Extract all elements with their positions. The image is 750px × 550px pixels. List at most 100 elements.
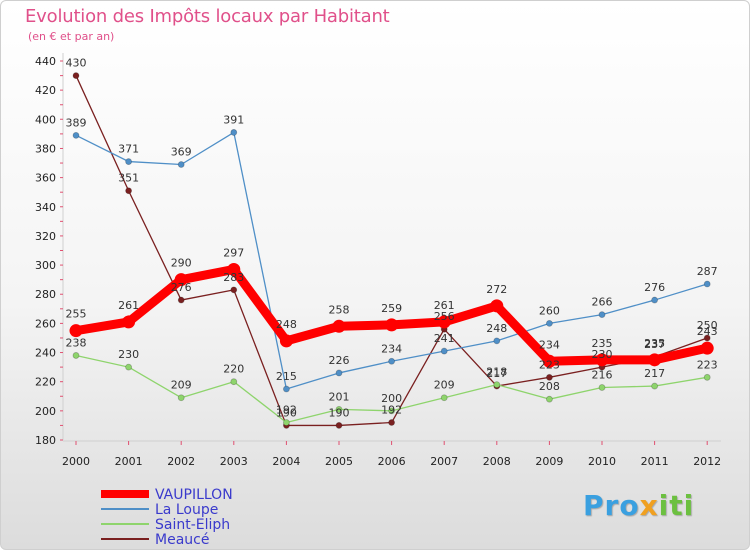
legend-label: La Loupe	[155, 502, 218, 518]
data-label: 190	[329, 406, 350, 419]
x-tick-label: 2007	[430, 455, 458, 468]
data-label: 258	[329, 303, 350, 316]
data-label: 369	[171, 145, 192, 158]
data-point	[440, 347, 448, 355]
data-label: 272	[486, 283, 507, 296]
legend-label: Saint-Eliph	[155, 517, 230, 533]
data-label: 255	[66, 308, 87, 321]
y-tick-label: 440	[35, 55, 56, 68]
x-tick-label: 2005	[325, 455, 353, 468]
x-tick-label: 2000	[62, 455, 90, 468]
data-label: 223	[539, 358, 560, 371]
data-point	[648, 353, 662, 367]
data-label: 215	[276, 370, 297, 383]
data-point	[282, 419, 290, 426]
data-label: 226	[329, 354, 350, 367]
data-label: 208	[539, 380, 560, 393]
y-tick-label: 280	[35, 288, 56, 301]
data-label: 371	[118, 143, 139, 156]
data-point	[125, 158, 132, 165]
data-point	[542, 354, 556, 368]
data-label: 216	[592, 369, 613, 382]
data-point	[177, 394, 185, 402]
data-point	[332, 319, 346, 333]
data-label: 190	[276, 406, 297, 419]
data-label: 276	[171, 281, 192, 294]
data-point	[493, 381, 501, 389]
y-tick-label: 420	[35, 84, 56, 97]
data-point	[437, 315, 451, 329]
data-label: 209	[434, 379, 455, 392]
data-point	[72, 131, 80, 139]
data-point	[335, 422, 343, 429]
data-point	[651, 382, 658, 390]
legend-label: Meaucé	[155, 532, 209, 548]
x-tick-label: 2006	[378, 455, 406, 468]
data-label: 287	[697, 265, 718, 278]
y-tick-label: 340	[35, 201, 56, 214]
data-point	[122, 315, 136, 329]
data-label: 351	[118, 172, 139, 185]
data-label: 261	[434, 299, 455, 312]
data-point	[282, 385, 290, 393]
x-tick-label: 2009	[535, 455, 563, 468]
data-point	[703, 334, 711, 342]
data-label: 290	[171, 257, 192, 270]
x-tick-label: 2003	[220, 455, 248, 468]
data-label: 389	[66, 116, 87, 129]
y-tick-label: 320	[35, 230, 56, 243]
data-label: 234	[539, 338, 560, 351]
data-label: 261	[118, 299, 139, 312]
series-line-meauc-	[75, 74, 708, 427]
data-point	[385, 318, 399, 332]
data-label: 237	[644, 338, 665, 351]
data-label: 391	[223, 113, 244, 126]
data-label: 260	[539, 304, 560, 317]
data-point	[388, 407, 396, 415]
data-label: 234	[381, 342, 402, 355]
data-label: 248	[276, 318, 297, 331]
data-point	[388, 419, 396, 426]
data-point	[703, 373, 711, 381]
data-label: 297	[223, 246, 244, 259]
data-point	[177, 296, 185, 304]
x-tick-label: 2002	[167, 455, 195, 468]
data-point	[440, 394, 448, 402]
data-point	[69, 324, 83, 338]
data-label: 223	[697, 358, 718, 371]
data-point	[174, 273, 188, 287]
chart-subtitle: (en € et par an)	[28, 30, 115, 43]
data-label: 266	[592, 296, 613, 309]
data-label: 201	[329, 390, 350, 403]
data-point	[335, 369, 343, 377]
data-label: 209	[171, 379, 192, 392]
data-point	[546, 319, 553, 327]
legend-label: VAUPILLON	[155, 487, 233, 503]
data-point	[388, 357, 396, 365]
data-point	[651, 296, 658, 304]
data-point	[598, 311, 606, 319]
data-label: 243	[697, 325, 718, 338]
data-point	[72, 352, 80, 359]
x-tick-label: 2012	[693, 455, 721, 468]
y-tick-label: 400	[35, 113, 56, 126]
data-point	[125, 363, 132, 371]
data-point	[703, 280, 711, 288]
data-point	[230, 286, 238, 294]
data-label: 276	[644, 281, 665, 294]
y-tick-label: 200	[35, 405, 56, 418]
data-label: 235	[592, 337, 613, 350]
data-point	[230, 378, 238, 386]
data-point	[335, 405, 343, 413]
y-tick-label: 240	[35, 347, 56, 360]
x-tick-label: 2010	[588, 455, 616, 468]
data-label: 230	[118, 348, 139, 361]
data-label: 218	[486, 366, 507, 379]
data-point	[493, 337, 501, 345]
data-label: 241	[434, 332, 455, 345]
data-point	[279, 334, 293, 348]
data-point	[595, 353, 609, 367]
data-label: 230	[592, 348, 613, 361]
data-label: 238	[66, 336, 87, 349]
